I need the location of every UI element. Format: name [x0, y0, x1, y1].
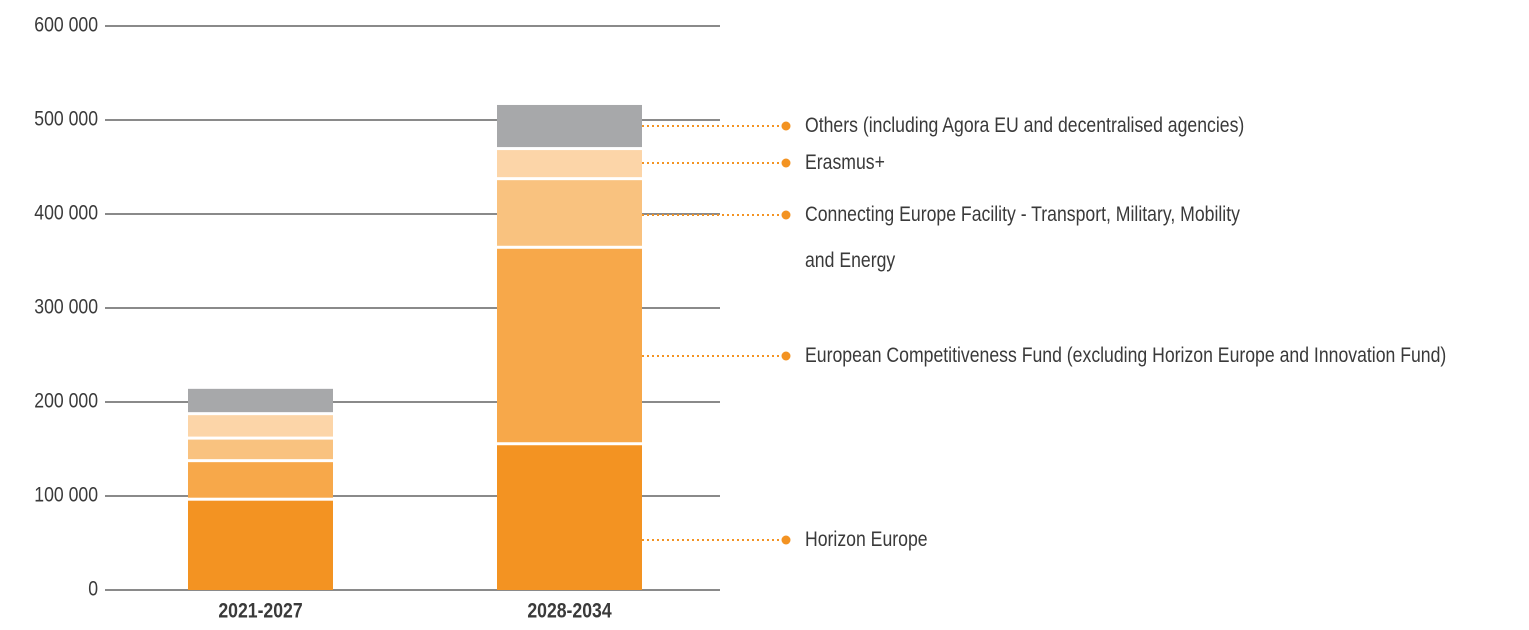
- legend-dot: [781, 351, 791, 361]
- y-tick-label: 200 000: [34, 389, 98, 413]
- y-tick-label: 300 000: [34, 295, 98, 319]
- y-tick-label: 600 000: [34, 13, 98, 37]
- legend-label: European Competitiveness Fund (excluding…: [805, 344, 1447, 367]
- bar-segment: [188, 462, 333, 498]
- x-tick-label: 2021-2027: [218, 599, 302, 623]
- legend-label: Horizon Europe: [805, 528, 928, 551]
- legend-label: Others (including Agora EU and decentral…: [805, 114, 1245, 137]
- legend-label: Erasmus+: [805, 151, 885, 174]
- bar-segment: [497, 445, 642, 590]
- bar-segment: [188, 388, 333, 413]
- y-tick-label: 400 000: [34, 201, 98, 225]
- y-tick-label: 500 000: [34, 107, 98, 131]
- legend-label: Connecting Europe Facility - Transport, …: [805, 203, 1240, 272]
- legend-dot: [781, 210, 791, 220]
- bar-segment: [188, 439, 333, 460]
- legend-dot: [781, 121, 791, 131]
- y-tick-label: 0: [88, 577, 98, 601]
- legend-dot: [781, 158, 791, 168]
- bar-segment: [188, 500, 333, 590]
- bar-segment: [497, 248, 642, 443]
- bar-segment: [497, 180, 642, 246]
- x-tick-label: 2028-2034: [527, 599, 611, 623]
- y-tick-label: 100 000: [34, 483, 98, 507]
- bar-segment: [497, 150, 642, 178]
- bar-segment: [497, 104, 642, 148]
- bar-segment: [188, 415, 333, 437]
- legend-dot: [781, 535, 791, 545]
